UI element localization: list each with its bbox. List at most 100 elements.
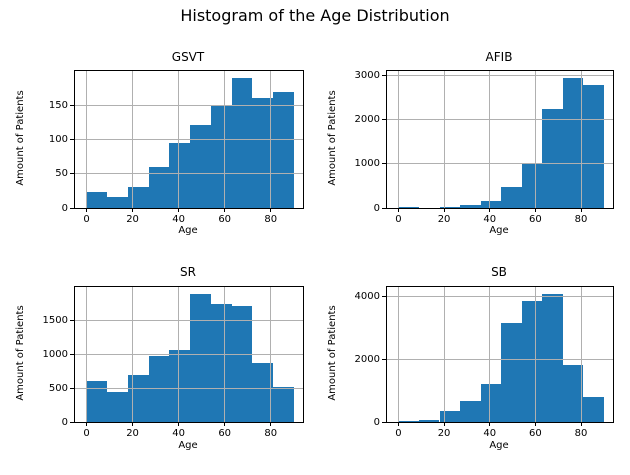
gridline-vertical xyxy=(489,71,491,208)
histogram-bar xyxy=(148,355,170,422)
gridline-vertical xyxy=(443,287,445,422)
gridline-vertical xyxy=(580,71,582,208)
axes-title-sr: SR xyxy=(180,265,196,279)
x-tick-label: 20 xyxy=(437,214,451,225)
histogram-bar xyxy=(107,197,128,208)
figure-title: Histogram of the Age Distribution xyxy=(180,6,450,25)
histogram-bar xyxy=(460,205,481,208)
y-tick-mark xyxy=(382,421,386,423)
x-tick-mark xyxy=(132,208,134,212)
histogram-bar xyxy=(562,78,584,208)
histogram-bar xyxy=(231,77,253,208)
y-tick-mark xyxy=(70,353,74,355)
histogram-bar xyxy=(542,293,563,422)
histogram-bar xyxy=(439,410,461,422)
histogram-bar xyxy=(86,381,108,422)
histogram-bar xyxy=(501,187,522,208)
gridline-horizontal xyxy=(75,387,303,389)
x-tick-label: 20 xyxy=(437,428,451,439)
gridline-vertical xyxy=(397,287,399,422)
plot-clip xyxy=(75,71,303,208)
x-tick-label: 60 xyxy=(529,214,542,225)
histogram-bar xyxy=(86,192,108,208)
gridline-vertical xyxy=(489,287,491,422)
plot-clip xyxy=(75,287,303,422)
plot-area-sr: 0 20 40 60 80 0 500 1000 1500 xyxy=(43,286,304,439)
x-axis-label-sb: Age xyxy=(489,440,509,451)
y-tick-label: 1500 xyxy=(42,314,68,326)
plot-area-sb: 0 20 40 60 80 0 2000 4000 xyxy=(355,286,614,439)
histogram-bar xyxy=(562,364,584,422)
x-tick-label: 80 xyxy=(264,428,278,439)
y-tick-label: 0 xyxy=(61,416,68,428)
y-tick-label: 100 xyxy=(48,134,68,145)
histogram-bar xyxy=(107,392,128,422)
gridline-horizontal xyxy=(387,75,613,77)
gridline-vertical xyxy=(397,71,399,208)
histogram-bar xyxy=(480,201,502,208)
histogram-bar xyxy=(148,166,170,208)
histogram-bar xyxy=(190,293,211,422)
histogram-bar xyxy=(542,108,563,208)
y-tick-label: 2000 xyxy=(354,353,380,365)
x-tick-label: 60 xyxy=(529,428,542,439)
y-tick-mark xyxy=(382,295,386,297)
x-axis-label-afib: Age xyxy=(489,225,509,236)
axes-title-gsvt: GSVT xyxy=(171,50,205,64)
x-tick-mark xyxy=(397,422,399,426)
histogram-bar xyxy=(460,400,481,422)
y-tick-mark xyxy=(382,75,386,77)
x-tick-mark xyxy=(132,422,134,426)
plot-clip xyxy=(387,71,613,208)
x-tick-mark xyxy=(224,422,226,426)
gridline-horizontal xyxy=(387,119,613,121)
axes-title-afib: AFIB xyxy=(485,50,513,64)
histogram-bar xyxy=(169,350,191,422)
x-tick-label: 40 xyxy=(172,214,185,225)
y-axis-label-afib: Amount of Patients xyxy=(327,90,338,186)
y-tick-label: 0 xyxy=(373,416,380,428)
x-tick-mark xyxy=(86,422,87,426)
x-tick-mark xyxy=(86,208,87,212)
histogram-bar xyxy=(231,305,253,422)
histogram-bar xyxy=(521,301,543,422)
x-tick-label: 0 xyxy=(395,428,402,439)
x-tick-mark xyxy=(178,208,180,212)
x-tick-label: 80 xyxy=(264,214,278,225)
y-tick-mark xyxy=(70,421,74,423)
x-tick-label: 40 xyxy=(172,428,185,439)
y-tick-label: 4000 xyxy=(354,290,380,302)
x-tick-label: 80 xyxy=(574,428,588,439)
y-tick-label: 50 xyxy=(55,168,68,180)
x-tick-mark xyxy=(397,208,399,212)
histogram-bar xyxy=(583,84,604,208)
x-tick-mark xyxy=(580,208,582,212)
histogram-bar xyxy=(501,322,522,422)
x-tick-mark xyxy=(443,208,445,212)
gridline-vertical xyxy=(534,287,536,422)
x-tick-mark xyxy=(534,208,536,212)
y-tick-label: 2000 xyxy=(354,114,380,126)
histogram-bar xyxy=(398,421,419,422)
histogram-bar xyxy=(418,419,440,422)
histogram-bar xyxy=(127,374,149,422)
histogram-bar xyxy=(210,303,232,422)
histogram-bar xyxy=(273,91,294,208)
x-tick-label: 0 xyxy=(83,214,90,225)
x-tick-label: 20 xyxy=(126,214,139,225)
y-tick-mark xyxy=(70,319,74,321)
gridline-vertical xyxy=(534,71,536,208)
x-tick-mark xyxy=(224,208,226,212)
histogram-bar xyxy=(169,142,191,208)
y-tick-label: 150 xyxy=(48,99,68,111)
x-tick-label: 20 xyxy=(126,428,139,439)
y-tick-mark xyxy=(70,387,74,389)
histogram-bar xyxy=(521,162,543,208)
x-tick-label: 40 xyxy=(483,214,497,225)
x-tick-mark xyxy=(580,422,582,426)
gridline-horizontal xyxy=(75,104,303,106)
histogram-bar xyxy=(439,206,461,208)
gridline-horizontal xyxy=(387,295,613,297)
y-tick-mark xyxy=(70,104,74,106)
